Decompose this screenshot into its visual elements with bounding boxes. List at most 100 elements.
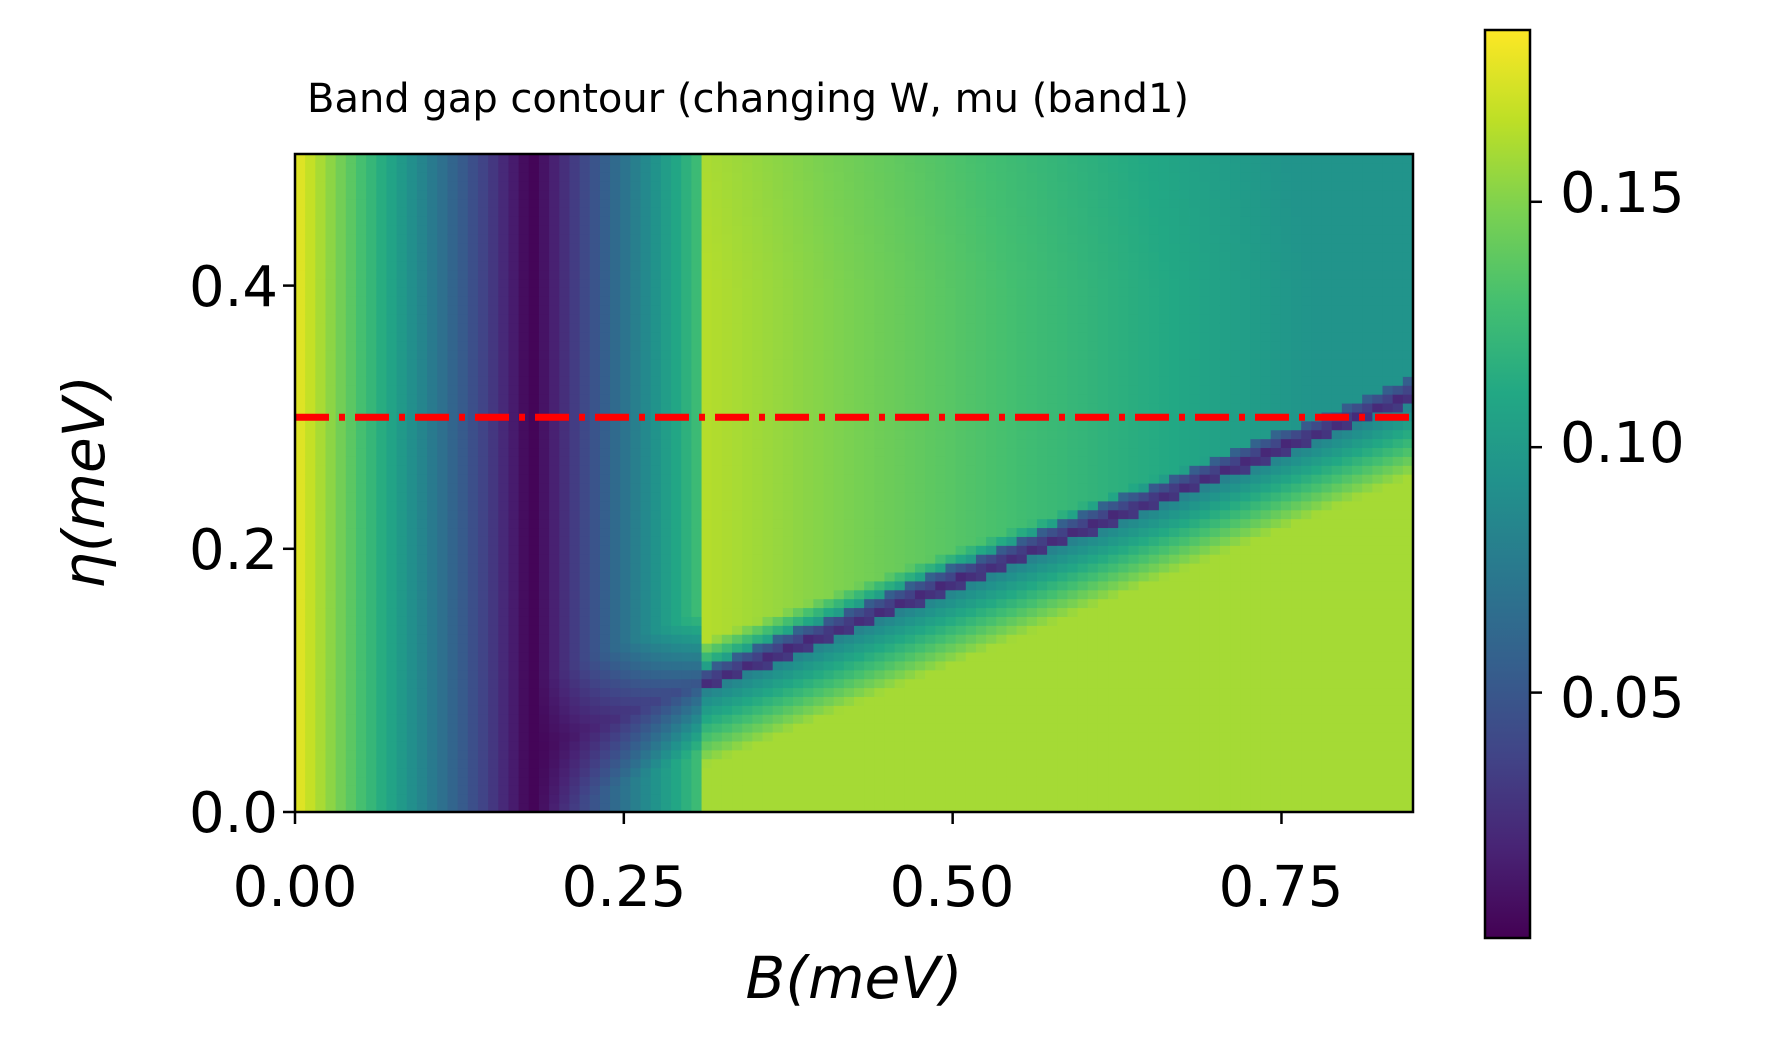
heatmap-cell xyxy=(904,367,916,377)
heatmap-cell xyxy=(477,500,489,511)
heatmap-cell xyxy=(498,731,510,742)
heatmap-cell xyxy=(549,518,560,529)
heatmap-cell xyxy=(295,634,306,644)
heatmap-cell xyxy=(762,411,774,422)
heatmap-cell xyxy=(914,491,926,502)
heatmap-cell xyxy=(701,322,713,333)
heatmap-cell xyxy=(854,322,865,333)
heatmap-cell xyxy=(569,607,581,617)
heatmap-cell xyxy=(914,394,926,404)
heatmap-cell xyxy=(569,669,581,680)
heatmap-cell xyxy=(579,678,591,689)
heatmap-cell xyxy=(457,723,469,733)
heatmap-cell xyxy=(498,776,510,786)
heatmap-cell xyxy=(854,634,865,644)
heatmap-cell xyxy=(345,180,357,191)
heatmap-cell xyxy=(437,785,449,795)
heatmap-cell xyxy=(742,518,753,529)
heatmap-cell xyxy=(721,340,733,351)
heatmap-cell xyxy=(660,251,672,262)
heatmap-cell xyxy=(884,340,896,351)
heatmap-cell xyxy=(671,474,682,484)
heatmap-cell xyxy=(386,678,398,689)
heatmap-cell xyxy=(518,305,530,315)
heatmap-cell xyxy=(803,331,814,342)
heatmap-cell xyxy=(762,447,774,457)
heatmap-cell xyxy=(508,785,520,795)
heatmap-cell xyxy=(955,225,967,235)
heatmap-cell xyxy=(508,776,520,786)
heatmap-cell xyxy=(335,269,347,280)
heatmap-cell xyxy=(538,589,550,600)
heatmap-cell xyxy=(386,634,398,644)
heatmap-cell xyxy=(925,536,936,546)
heatmap-cell xyxy=(975,705,987,715)
heatmap-cell xyxy=(355,314,367,324)
heatmap-cell xyxy=(640,705,652,715)
heatmap-cell xyxy=(355,536,367,546)
heatmap-cell xyxy=(325,767,337,778)
heatmap-cell xyxy=(366,474,377,484)
heatmap-cell xyxy=(965,216,977,226)
heatmap-cell xyxy=(691,776,703,786)
heatmap-cell xyxy=(396,154,408,164)
heatmap-cell xyxy=(437,331,449,342)
heatmap-cell xyxy=(752,207,764,217)
heatmap-cell xyxy=(894,491,906,502)
heatmap-cell xyxy=(559,349,571,360)
heatmap-cell xyxy=(671,305,682,315)
heatmap-cell xyxy=(366,731,377,742)
heatmap-cell xyxy=(732,589,743,600)
heatmap-cell xyxy=(742,207,753,217)
heatmap-cell xyxy=(833,260,845,271)
heatmap-cell xyxy=(396,571,408,582)
heatmap-cell xyxy=(742,758,753,769)
heatmap-cell xyxy=(894,518,906,529)
heatmap-cell xyxy=(772,207,784,217)
heatmap-cell xyxy=(599,563,611,573)
heatmap-cell xyxy=(396,598,408,609)
heatmap-cell xyxy=(965,198,977,208)
heatmap-cell xyxy=(325,474,337,484)
heatmap-cell xyxy=(833,349,845,360)
heatmap-cell xyxy=(711,420,723,431)
heatmap-cell xyxy=(823,314,835,324)
heatmap-cell xyxy=(488,669,499,680)
heatmap-cell xyxy=(376,154,388,164)
heatmap-cell xyxy=(396,554,408,564)
heatmap-cell xyxy=(803,758,814,769)
heatmap-cell xyxy=(305,785,316,795)
heatmap-cell xyxy=(843,731,855,742)
heatmap-cell xyxy=(650,474,662,484)
heatmap-cell xyxy=(599,616,611,626)
heatmap-cell xyxy=(630,225,642,235)
heatmap-cell xyxy=(914,429,926,440)
heatmap-cell xyxy=(467,242,479,253)
heatmap-cell xyxy=(701,447,713,457)
heatmap-cell xyxy=(742,563,753,573)
heatmap-cell xyxy=(579,643,591,653)
heatmap-cell xyxy=(437,634,449,644)
heatmap-cell xyxy=(610,305,621,315)
heatmap-cell xyxy=(925,669,936,680)
heatmap-cell xyxy=(315,518,327,529)
heatmap-cell xyxy=(864,536,875,546)
heatmap-cell xyxy=(295,402,306,413)
heatmap-cell xyxy=(925,625,936,635)
heatmap-cell xyxy=(396,740,408,751)
heatmap-cell xyxy=(721,536,733,546)
heatmap-cell xyxy=(793,634,804,644)
heatmap-cell xyxy=(366,723,377,733)
heatmap-cell xyxy=(610,358,621,368)
heatmap-cell xyxy=(538,207,550,217)
heatmap-cell xyxy=(579,785,591,795)
heatmap-cell xyxy=(447,696,459,706)
heatmap-cell xyxy=(742,589,753,600)
heatmap-cell xyxy=(498,580,510,591)
heatmap-cell xyxy=(945,731,957,742)
heatmap-cell xyxy=(752,758,764,769)
heatmap-cell xyxy=(650,296,662,306)
heatmap-cell xyxy=(671,465,682,475)
heatmap-cell xyxy=(975,465,987,475)
heatmap-cell xyxy=(315,616,327,626)
